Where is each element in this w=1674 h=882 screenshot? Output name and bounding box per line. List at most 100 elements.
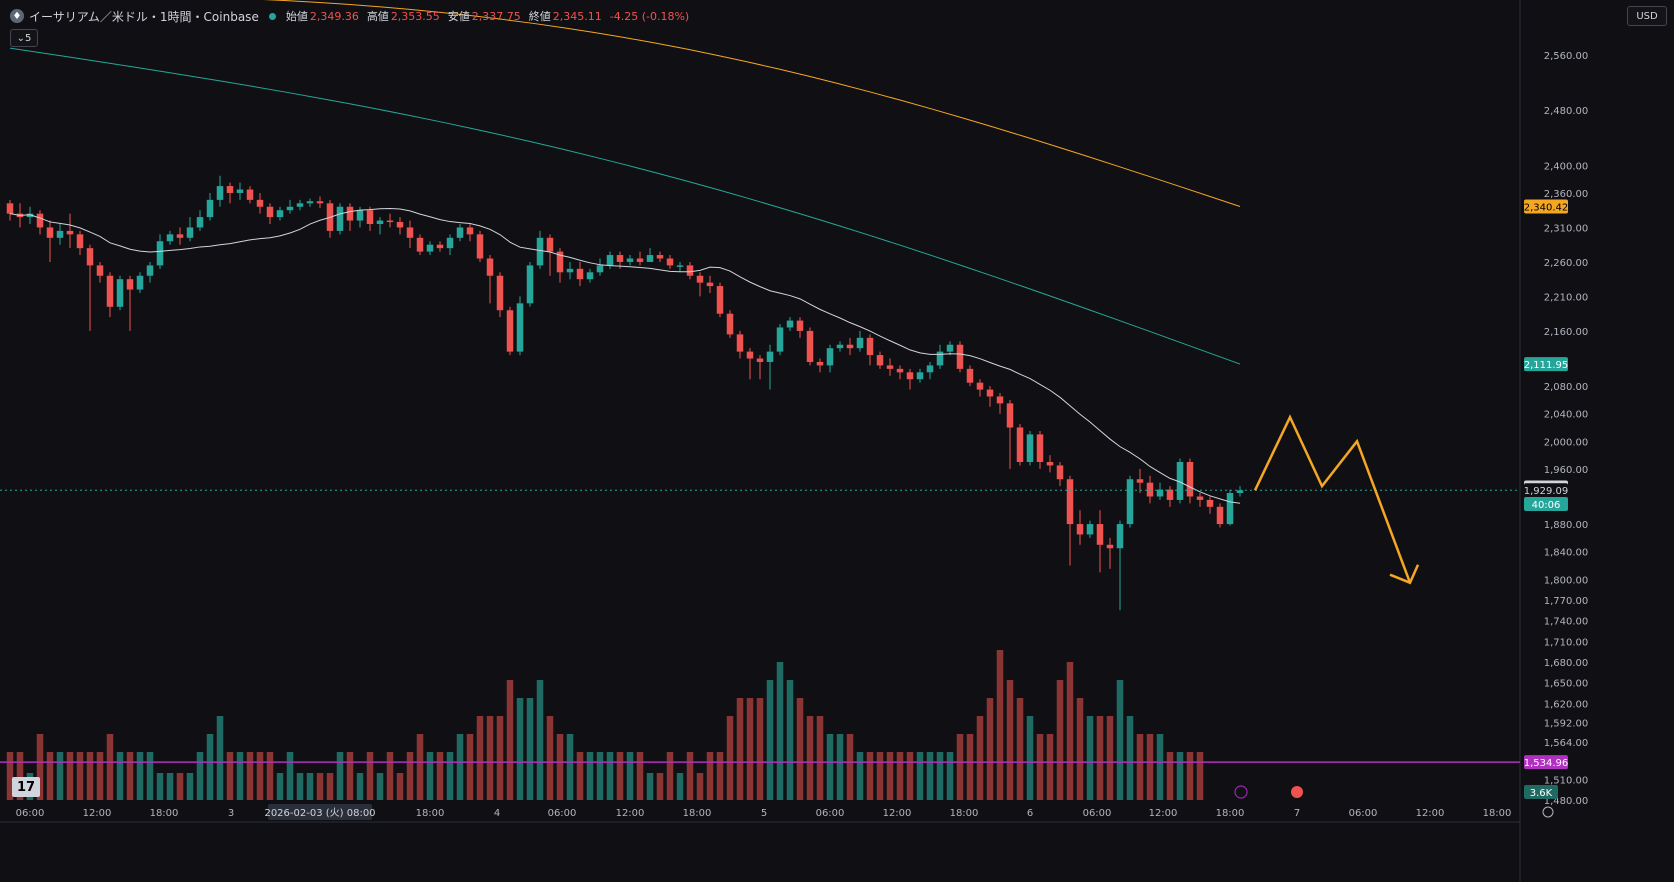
volume-bar [576,752,584,800]
volume-bar [1066,662,1074,800]
volume-bar [486,716,494,800]
volume-bar [186,773,194,800]
candle-body [276,210,284,218]
symbol-title[interactable]: イーサリアム／米ドル・1時間・Coinbase [29,9,259,24]
candle-body [246,189,254,200]
volume-bar [586,752,594,800]
candle-body [1176,461,1184,500]
volume-bar [126,752,134,800]
volume-bar [986,698,994,800]
volume-bar [946,752,954,800]
price-tick-label: 1,800.00 [1544,575,1589,586]
candle-body [626,258,634,262]
candle-body [786,320,794,328]
candle-body [1186,461,1194,497]
price-tick-label: 2,210.00 [1544,292,1589,303]
volume-bar [596,752,604,800]
candle-body [776,327,784,352]
volume-bar [206,734,214,800]
close-value: 2,345.11 [552,9,602,23]
candle-body [86,248,94,266]
indicator-toggle[interactable]: ⌄ 5 [10,29,38,47]
volume-bar [106,734,114,800]
price-tick-label: 1,710.00 [1544,637,1589,648]
volume-bar [316,773,324,800]
candle-body [236,189,244,193]
candle-body [576,268,584,280]
candle-body [796,320,804,331]
us-flag-icon[interactable] [1291,786,1303,798]
candle-body [516,303,524,352]
time-tick-label: 06:00 [816,808,845,819]
volume-bar [1146,734,1154,800]
price-tick-label: 1,880.00 [1544,520,1589,531]
candle-body [216,186,224,200]
lightning-icon[interactable] [1234,785,1248,799]
level-badge-bg [1524,755,1568,770]
volume-bar [936,752,944,800]
candle-body [396,221,404,228]
volume-badge: 3.6K [1530,788,1553,799]
volume-bar [6,752,14,800]
low-label: 安値 [447,10,470,23]
close-label: 終値 [528,10,551,23]
time-cursor-bg [268,804,372,820]
candle-body [136,275,144,290]
candle-body [966,368,974,383]
candle-body [166,234,174,242]
volume-bar [136,752,144,800]
candle-body [1056,465,1064,480]
price-tick-label: 2,400.00 [1544,161,1589,172]
candle-body [306,201,314,204]
time-tick-label: 18:00 [150,808,179,819]
volume-bar [836,734,844,800]
volume-bar [236,752,244,800]
volume-bar [1006,680,1014,800]
volume-bar [1156,734,1164,800]
candle-body [1006,403,1014,428]
candle-body [766,351,774,362]
volume-bar [306,773,314,800]
projection-arrow[interactable] [1253,414,1412,584]
volume-bar [896,752,904,800]
price-tick-label: 1,740.00 [1544,617,1589,628]
volume-bar [296,773,304,800]
candle-body [286,206,294,211]
time-tick-label: 4 [494,808,500,819]
volume-bar [336,752,344,800]
ma-short-line [9,207,1241,504]
ma-long-badge: 2,340.42 [1524,202,1569,213]
volume-bar [386,752,394,800]
price-tick-label: 2,260.00 [1544,258,1589,269]
volume-bar [856,752,864,800]
candle-body [386,220,394,223]
volume-bar [1126,716,1134,800]
time-tick-label: 18:00 [950,808,979,819]
volume-bar [786,680,794,800]
volume-bar [156,773,164,800]
candle-body [726,313,734,335]
settings-icon[interactable] [1542,806,1554,818]
candle-body [496,275,504,311]
volume-bar [536,680,544,800]
candle-body [36,213,44,228]
price-tick-label: 2,480.00 [1544,106,1589,117]
candle-body [1086,524,1094,535]
currency-button[interactable]: USD [1627,6,1667,26]
low-value: 2,337.75 [471,9,521,23]
candle-body [256,199,264,207]
volume-bar [406,752,414,800]
volume-bar [866,752,874,800]
volume-bar [1166,752,1174,800]
candle-body [686,265,694,276]
high-label: 高値 [366,10,389,23]
volume-bar [1036,734,1044,800]
candle-body [1076,524,1084,535]
candle-body [56,230,64,238]
candle-body [906,372,914,380]
volume-badge-bg [1524,785,1558,799]
candle-body [1156,489,1164,497]
candle-body [836,344,844,349]
time-tick-label: 06:00 [1083,808,1112,819]
